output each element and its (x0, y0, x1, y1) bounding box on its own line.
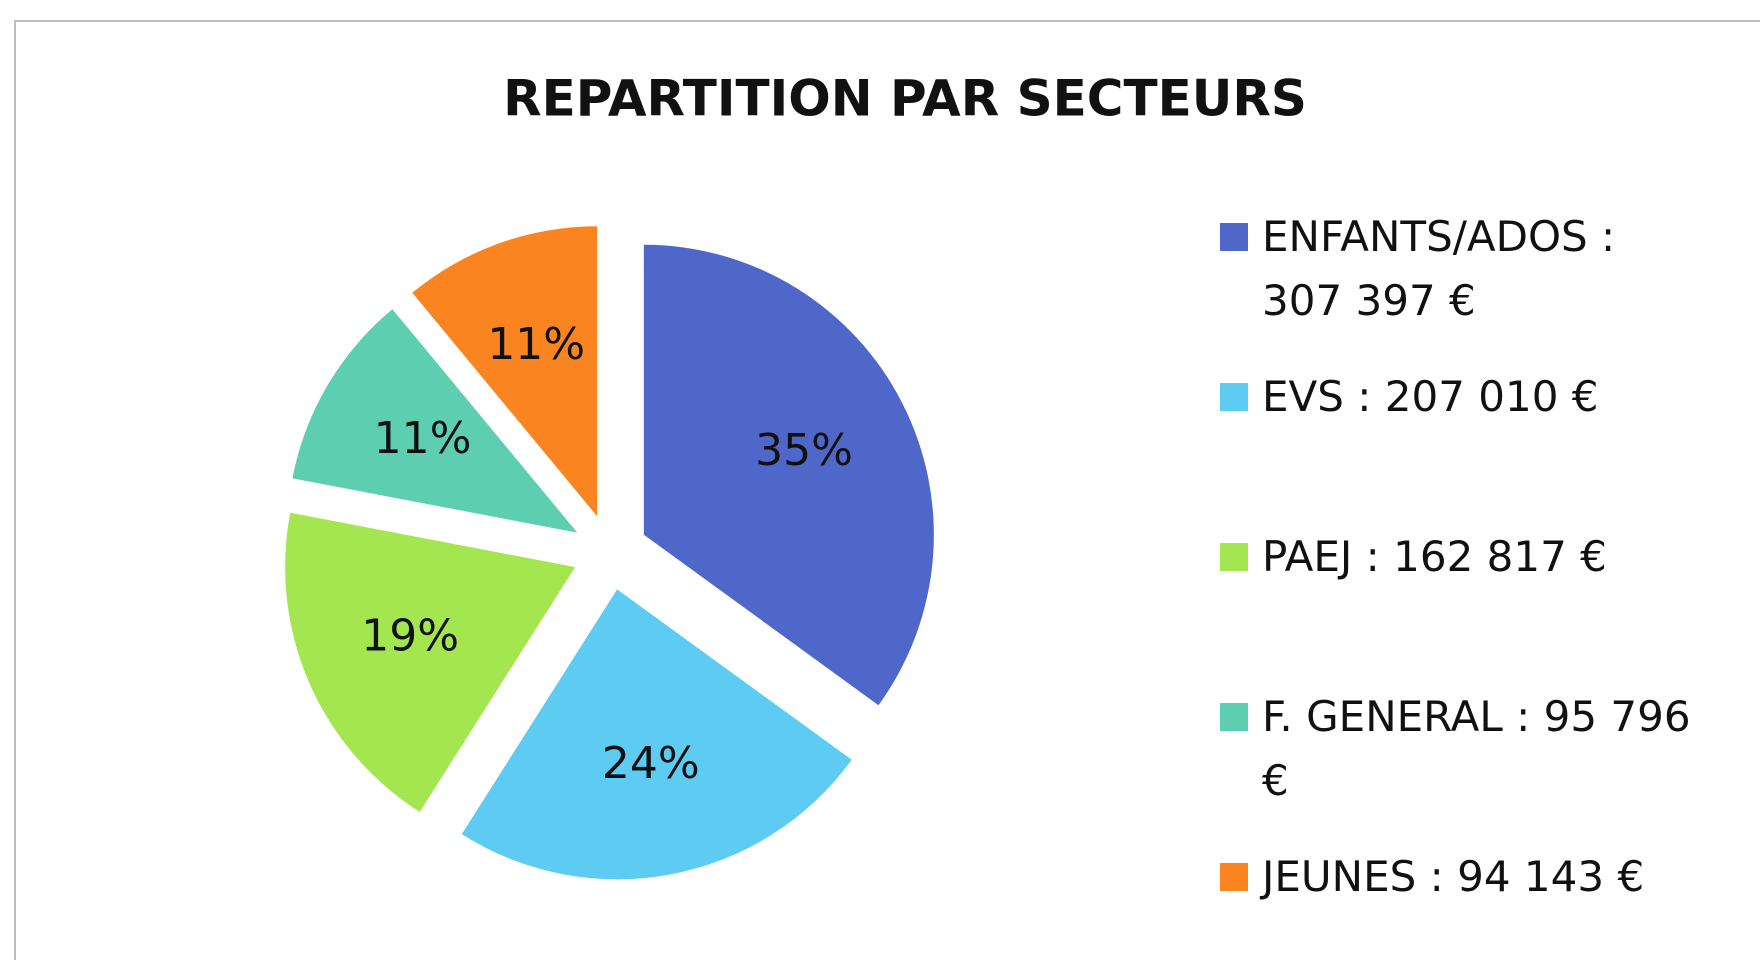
legend-label: JEUNES : 94 143 € (1262, 852, 1645, 901)
legend-label: F. GENERAL : 95 796 € (1262, 692, 1691, 805)
data-label: 24% (602, 738, 700, 789)
data-label: 11% (487, 319, 585, 370)
pie-slice (412, 226, 598, 517)
data-label: 35% (755, 425, 853, 476)
data-label: 11% (374, 413, 472, 464)
chart-frame (14, 20, 1760, 960)
legend-swatch (1220, 703, 1248, 731)
legend-item: EVS : 207 010 € (1220, 365, 1740, 429)
pie-slice (643, 244, 934, 706)
legend-swatch (1220, 383, 1248, 411)
legend-item: F. GENERAL : 95 796 € (1220, 685, 1740, 813)
legend-label: ENFANTS/ADOS : 307 397 € (1262, 212, 1616, 325)
chart-title: REPARTITION PAR SECTEURS (503, 70, 1307, 128)
pie-slice (292, 309, 578, 533)
legend-label: EVS : 207 010 € (1262, 372, 1599, 421)
pie-slice (461, 589, 852, 880)
legend-swatch (1220, 863, 1248, 891)
data-label: 19% (361, 610, 459, 661)
legend-swatch (1220, 223, 1248, 251)
legend-item: ENFANTS/ADOS : 307 397 € (1220, 205, 1740, 333)
legend-label: PAEJ : 162 817 € (1262, 532, 1607, 581)
legend-item: PAEJ : 162 817 € (1220, 525, 1740, 589)
legend-item: JEUNES : 94 143 € (1220, 845, 1740, 909)
legend-swatch (1220, 543, 1248, 571)
pie-slice (285, 512, 576, 812)
